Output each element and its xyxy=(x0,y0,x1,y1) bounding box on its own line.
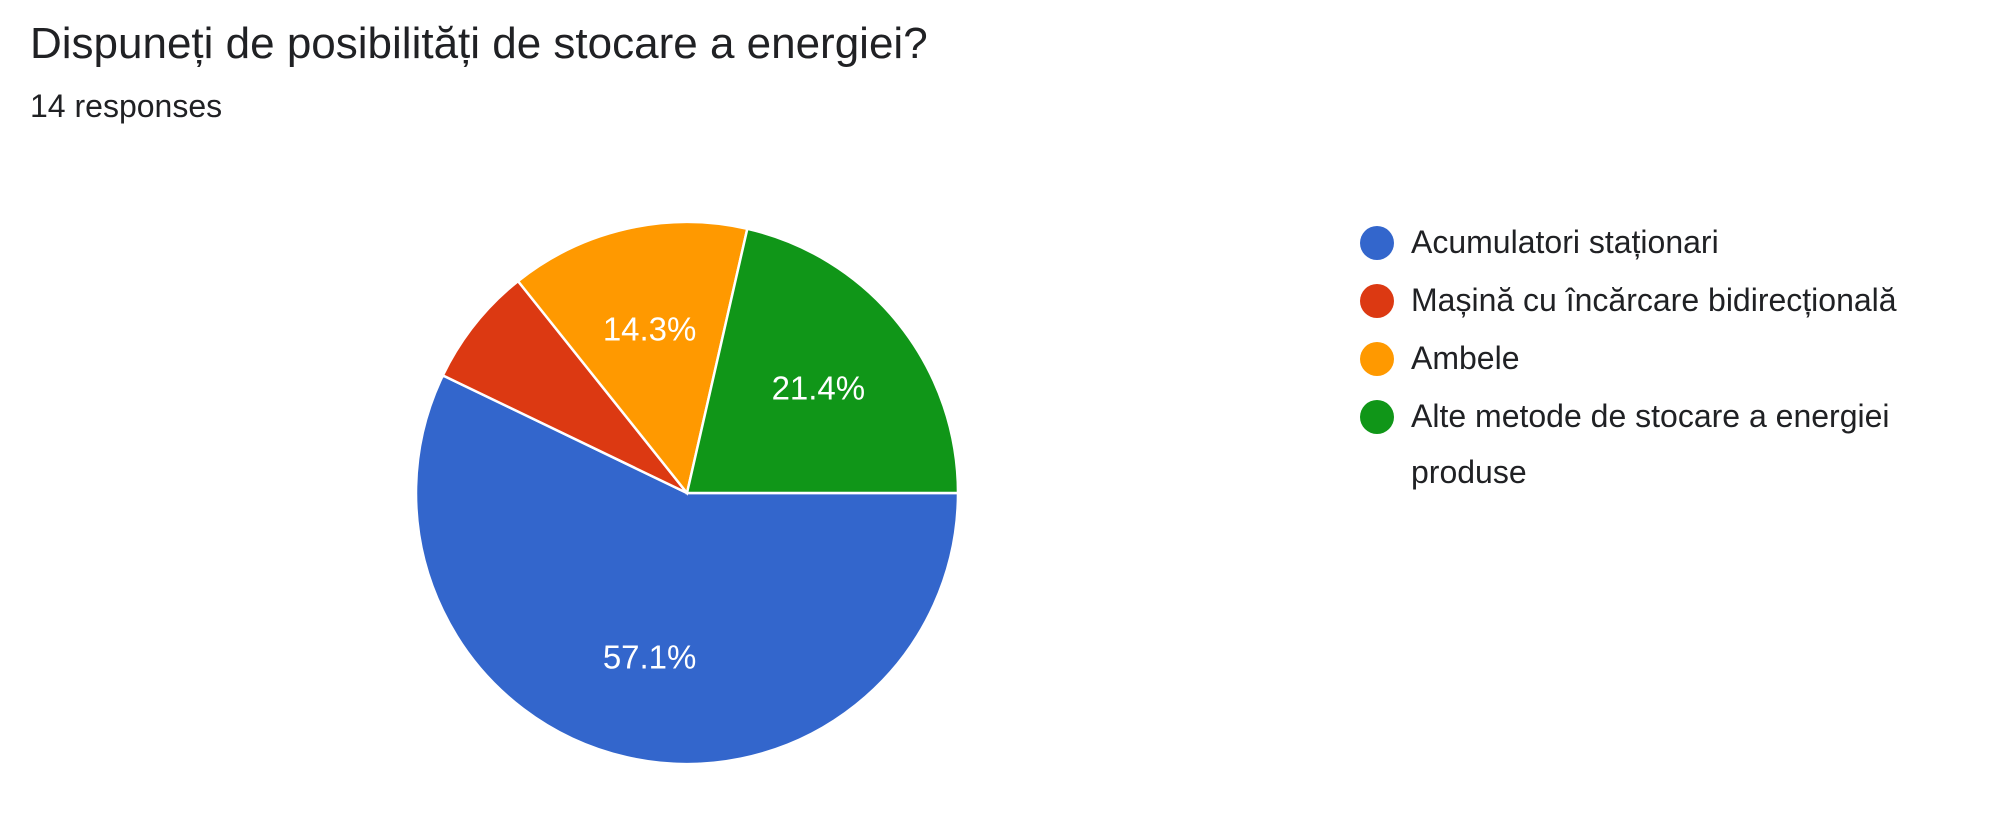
pie-slice-2[interactable] xyxy=(516,220,749,496)
legend-swatch-1 xyxy=(1360,284,1394,318)
legend-swatch-0 xyxy=(1360,226,1394,260)
legend-swatch-3 xyxy=(1360,400,1394,434)
legend-label-3: Alte metode de stocare a energiei produs… xyxy=(1411,398,1890,490)
response-count: 14 responses xyxy=(30,88,223,124)
legend-item-3[interactable]: Alte metode de stocare a energiei produs… xyxy=(1360,388,1990,500)
legend-item-0[interactable]: Acumulatori staționari xyxy=(1360,214,1990,270)
legend-swatch-2 xyxy=(1360,342,1394,376)
legend-item-2[interactable]: Ambele xyxy=(1360,330,1990,386)
pie-slice-1[interactable] xyxy=(441,279,688,495)
slice-percent-label-2: 14.3% xyxy=(603,311,697,348)
pie-slice-0[interactable] xyxy=(414,373,960,766)
legend-label-0: Acumulatori staționari xyxy=(1411,224,1719,260)
chart-legend: Acumulatori staționari Mașină cu încărcar… xyxy=(1360,214,1990,502)
legend-label-2: Ambele xyxy=(1411,340,1520,376)
legend-label-1: Mașină cu încărcare bidirecțională xyxy=(1411,282,1897,318)
pie-slice-3[interactable] xyxy=(685,227,960,495)
chart-title: Dispuneți de posibilități de stocare a e… xyxy=(30,19,928,68)
slice-percent-label-3: 21.4% xyxy=(772,370,866,407)
legend-item-1[interactable]: Mașină cu încărcare bidirecțională xyxy=(1360,272,1990,328)
slice-percent-label-0: 57.1% xyxy=(603,638,697,675)
